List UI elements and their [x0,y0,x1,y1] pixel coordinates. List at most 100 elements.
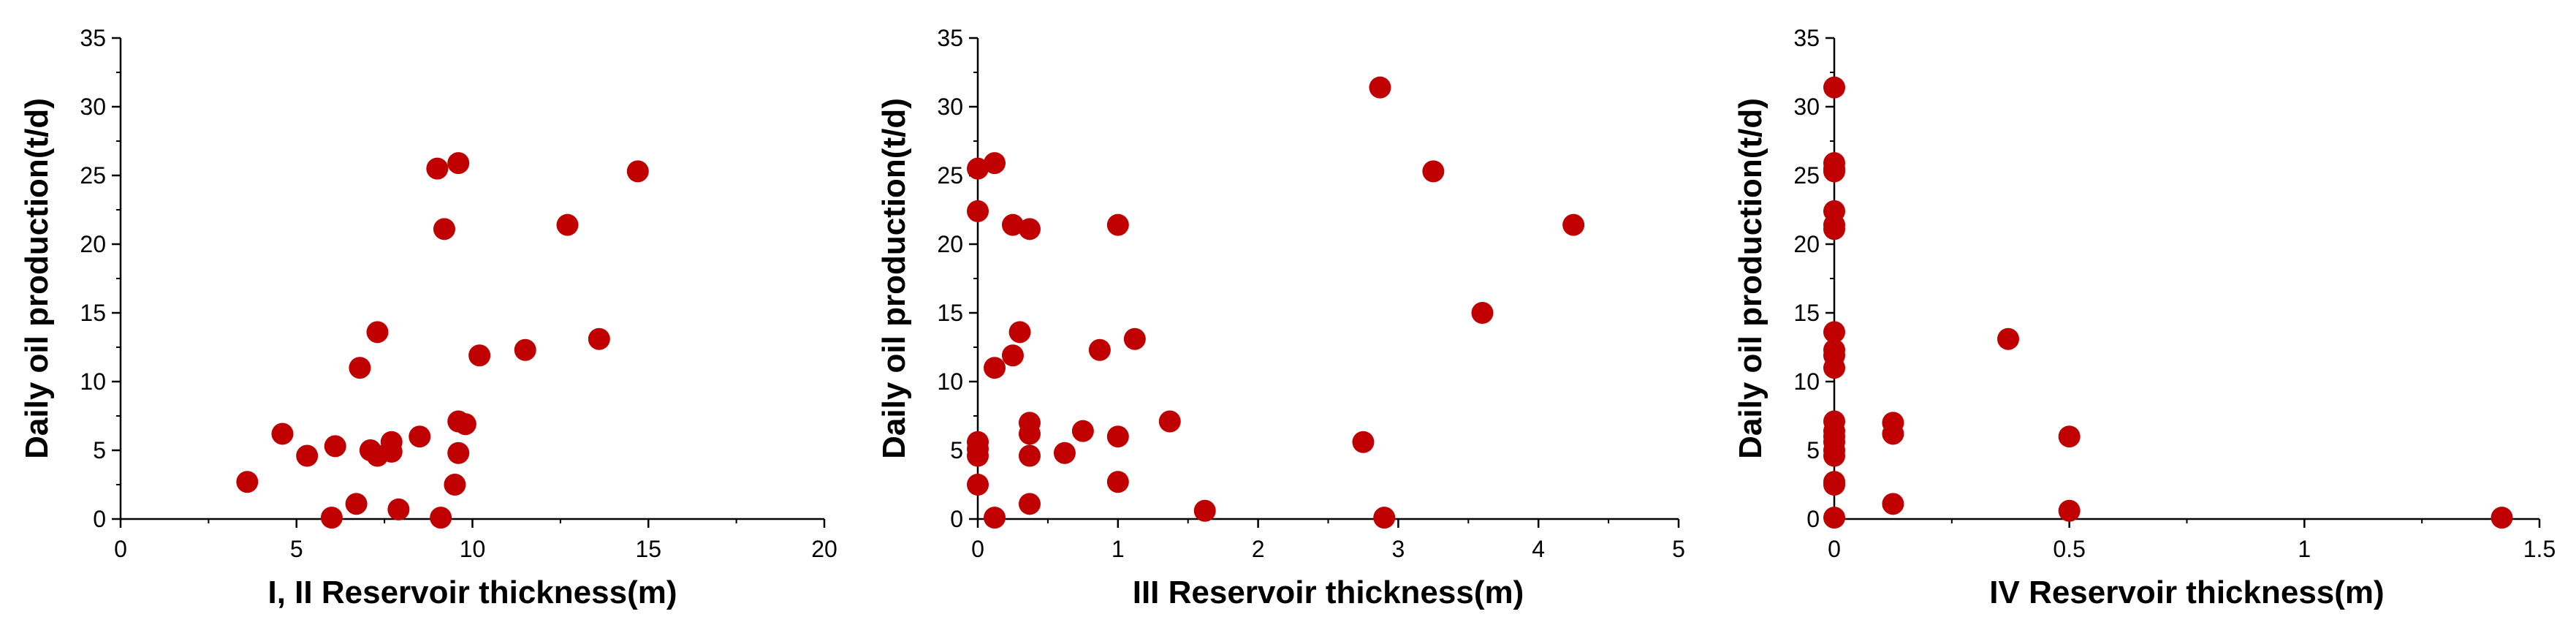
data-point [409,425,431,448]
data-point [984,507,1006,529]
data-point [1823,218,1845,240]
data-point [556,213,579,236]
data-point [1997,327,2020,350]
data-point [967,444,989,467]
x-axis-title: I, II Reservoir thickness(m) [268,575,677,610]
data-point [430,507,452,529]
data-point [1193,499,1216,522]
data-point [967,474,989,496]
data-point [2058,499,2081,522]
y-tick-label: 0 [950,506,963,532]
y-tick-label: 5 [1806,437,1820,463]
y-tick-label: 35 [937,25,963,51]
data-point [1823,321,1845,344]
data-point [447,152,470,175]
data-point [1373,507,1396,529]
y-tick-label: 15 [937,300,963,326]
data-point [1823,444,1845,467]
x-tick-label: 1 [1112,536,1125,562]
data-point [1053,442,1076,464]
x-tick-label: 5 [290,536,303,562]
data-point [345,493,368,515]
y-tick-label: 5 [950,437,963,463]
chart-panel-2: 0 5 10 15 20 25 30 35 0 1 2 3 4 5 III Reservoir thickn… [876,25,1685,610]
data-point [2058,425,2081,448]
x-tick-label: 0 [1828,536,1841,562]
data-point [1018,493,1041,515]
x-axis-title: III Reservoir thickness(m) [1133,575,1524,610]
x-tick-label: 2 [1252,536,1265,562]
x-tick-label: 0.5 [2053,536,2085,562]
data-point [514,338,536,361]
data-point [1369,76,1391,99]
y-tick-label: 10 [937,368,963,395]
data-point [1823,160,1845,183]
x-tick-label: 1.5 [2523,536,2556,562]
data-point [1018,218,1041,240]
y-tick-label: 10 [80,368,106,395]
data-point [626,160,649,183]
data-point [271,423,294,445]
x-tick-label: 0 [114,536,127,562]
data-point [1018,444,1041,467]
y-tick-label: 30 [80,94,106,120]
chart-panel-3: 0 5 10 15 20 25 30 35 0 0.5 1 1.5 IV Reservoir thick… [1733,25,2556,610]
data-point [1071,420,1094,442]
y-tick-label: 15 [1793,300,1820,326]
data-point [1562,213,1585,236]
x-tick-label: 15 [635,536,661,562]
y-axis-title: Daily oil production(t/d) [19,98,55,459]
y-axis-title: Daily oil production(t/d) [1733,98,1768,459]
data-point [1823,474,1845,496]
data-point [1123,327,1146,350]
data-point [387,498,410,520]
data-point [236,471,259,493]
data-point [468,344,491,367]
data-point [1882,493,1904,515]
data-point [1018,423,1041,445]
data-point [1158,410,1181,433]
data-point [967,200,989,222]
data-point [1471,302,1494,324]
y-tick-label: 0 [1806,506,1820,532]
x-tick-label: 4 [1532,536,1545,562]
data-point [380,440,403,463]
y-tick-label: 25 [937,162,963,189]
data-point [1001,344,1024,367]
data-point [324,435,346,458]
data-point [588,327,610,350]
data-point [426,157,449,180]
y-tick-label: 5 [93,437,106,463]
data-point [1823,357,1845,379]
chart-panel-1: 0 5 10 15 20 25 30 35 0 5 10 15 20 I, II Reservoir th… [19,25,837,610]
data-point [320,507,343,529]
x-tick-label: 5 [1672,536,1685,562]
data-point [1106,471,1129,493]
data-point [1106,425,1129,448]
x-tick-label: 3 [1392,536,1405,562]
y-tick-label: 30 [1793,94,1820,120]
y-tick-label: 30 [937,94,963,120]
y-tick-label: 25 [80,162,106,189]
data-point [1823,76,1845,99]
data-point [447,442,470,464]
y-axis-title: Daily oil production(t/d) [876,98,912,459]
data-point [1088,338,1111,361]
data-point [1001,213,1024,236]
data-point [984,357,1006,379]
y-tick-label: 10 [1793,368,1820,395]
y-tick-label: 25 [1793,162,1820,189]
data-point [296,444,319,467]
y-tick-label: 20 [80,231,106,257]
x-tick-label: 1 [2298,536,2311,562]
y-tick-label: 35 [1793,25,1820,51]
y-tick-label: 15 [80,300,106,326]
y-tick-label: 20 [937,231,963,257]
data-point [454,413,476,436]
data-point [1352,431,1375,453]
x-tick-label: 10 [460,536,486,562]
data-point [349,357,371,379]
y-tick-label: 20 [1793,231,1820,257]
x-tick-label: 0 [971,536,984,562]
